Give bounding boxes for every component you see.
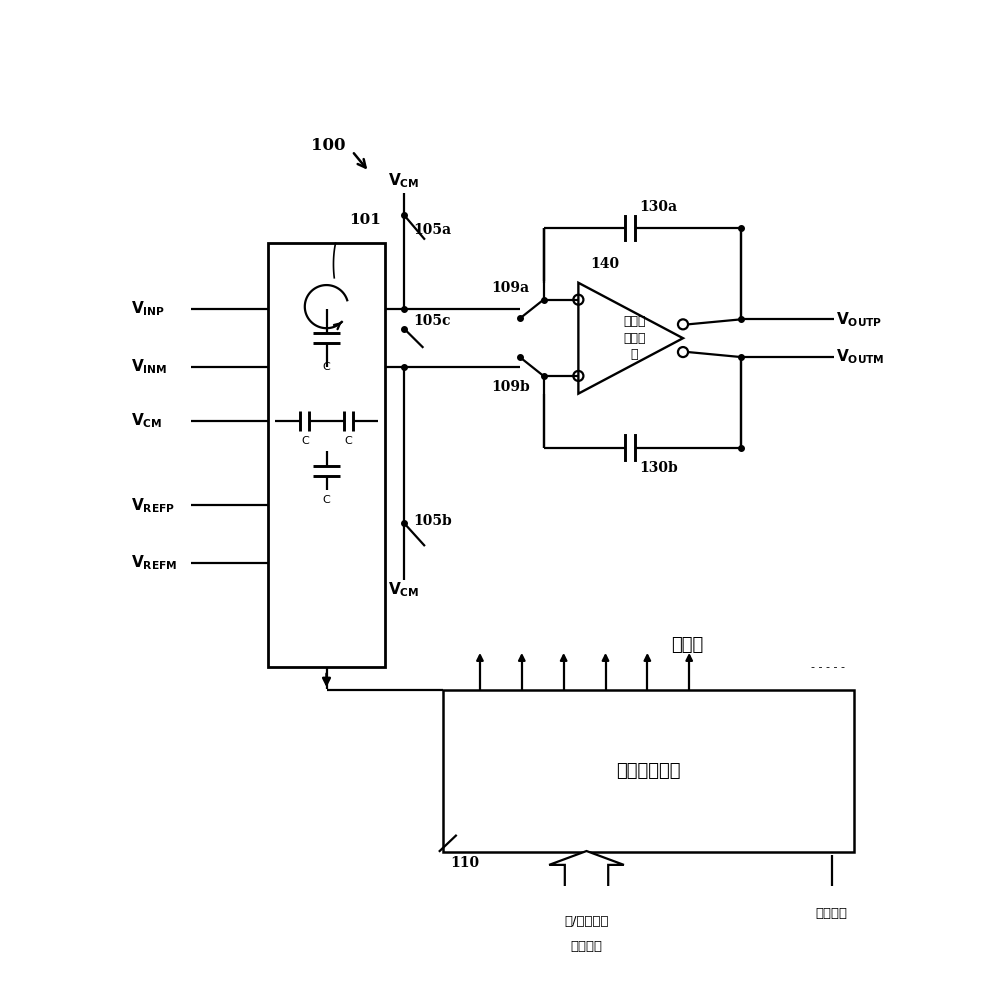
Text: 数字输入: 数字输入 <box>571 939 603 952</box>
Text: 切换控制单元: 切换控制单元 <box>616 762 680 780</box>
Text: $\bf{V}$$_{\bf{REFP}}$: $\bf{V}$$_{\bf{REFP}}$ <box>131 496 175 515</box>
Text: $\bf{V}$$_{\bf{INP}}$: $\bf{V}$$_{\bf{INP}}$ <box>131 300 165 319</box>
Text: 100: 100 <box>311 137 345 154</box>
Text: $\bf{V}$$_{\bf{OUTP}}$: $\bf{V}$$_{\bf{OUTP}}$ <box>836 310 883 329</box>
Text: $\bf{V}$$_{\bf{CM}}$: $\bf{V}$$_{\bf{CM}}$ <box>388 171 420 189</box>
Polygon shape <box>549 851 624 907</box>
Text: $\bf{V}$$_{\bf{CM}}$: $\bf{V}$$_{\bf{CM}}$ <box>388 580 420 599</box>
Text: 140: 140 <box>590 257 619 271</box>
Text: 110: 110 <box>450 857 480 871</box>
Text: C: C <box>323 495 330 505</box>
Text: 数/模转换器: 数/模转换器 <box>564 915 609 928</box>
Polygon shape <box>578 283 683 393</box>
Text: 130a: 130a <box>640 200 678 214</box>
Text: 到开关: 到开关 <box>671 636 703 654</box>
Text: 109b: 109b <box>491 380 530 394</box>
Text: C: C <box>323 363 330 373</box>
Text: $\bf{V}$$_{\bf{REFM}}$: $\bf{V}$$_{\bf{REFM}}$ <box>131 554 178 573</box>
Text: 109a: 109a <box>491 281 529 295</box>
Text: 105b: 105b <box>413 514 452 528</box>
Text: C: C <box>344 436 352 446</box>
Text: 105c: 105c <box>413 314 451 328</box>
Text: 105a: 105a <box>413 223 451 237</box>
Text: $\bf{V}$$_{\bf{INM}}$: $\bf{V}$$_{\bf{INM}}$ <box>131 358 168 376</box>
Text: 控制信号: 控制信号 <box>816 907 848 920</box>
Text: $\bf{V}$$_{\bf{CM}}$: $\bf{V}$$_{\bf{CM}}$ <box>131 411 163 430</box>
Text: $\bf{V}$$_{\bf{OUTM}}$: $\bf{V}$$_{\bf{OUTM}}$ <box>836 348 885 367</box>
Text: 130b: 130b <box>640 461 678 475</box>
Bar <box>443 690 854 852</box>
Text: - - - - -: - - - - - <box>811 662 845 672</box>
Text: 差动运
算放大
器: 差动运 算放大 器 <box>623 315 646 362</box>
Text: C: C <box>301 436 309 446</box>
Text: 101: 101 <box>349 212 381 226</box>
Bar <box>268 243 385 667</box>
